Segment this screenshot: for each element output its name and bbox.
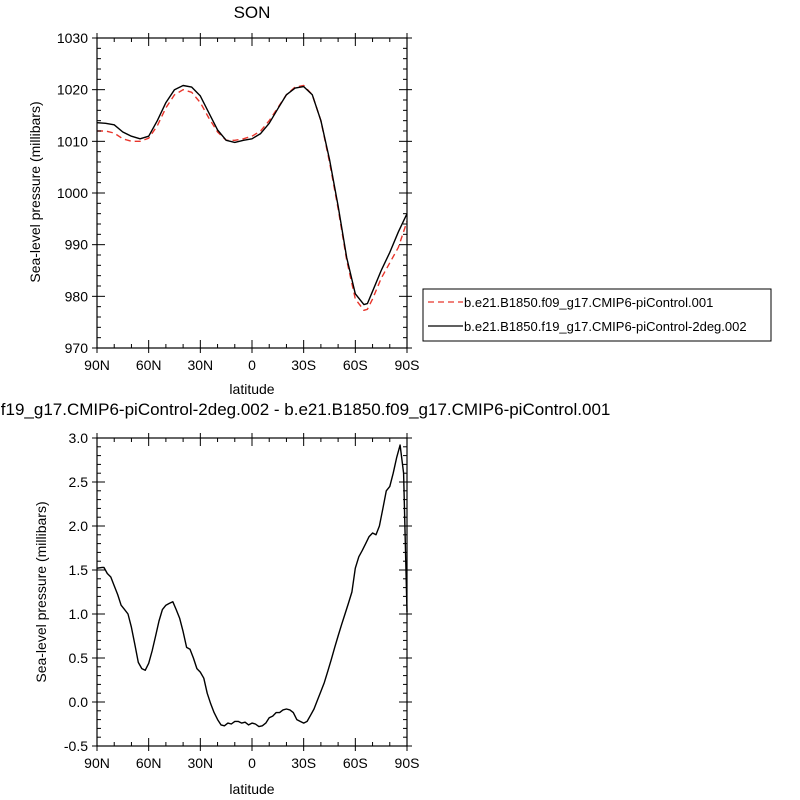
x-tick-label: 60S [343, 755, 368, 771]
y-tick-label: 990 [65, 237, 89, 253]
chart-title: SON [234, 3, 271, 22]
plot-frame [96, 437, 408, 747]
y-tick-label: -0.5 [64, 738, 88, 754]
x-tick-label: 0 [248, 357, 256, 373]
panel-difference: b.e21.B1850.f19_g17.CMIP6-piControl-2deg… [0, 400, 610, 797]
y-tick-label: 2.0 [69, 518, 89, 534]
y-tick-label: 1000 [57, 185, 88, 201]
x-tick-label: 90N [84, 357, 110, 373]
x-tick-label: 60N [136, 357, 162, 373]
x-tick-label: 90S [395, 357, 420, 373]
x-tick-label: 30S [291, 357, 316, 373]
series-line-2 [96, 84, 408, 306]
tick-group: 90N 60N 30N 0 30S 60S 90S -0.5 0.0 0.5 1.0 1.5 2.0 2.… [64, 430, 420, 771]
plot-frame [96, 37, 408, 349]
legend-label-series-2: b.e21.B1850.f19_g17.CMIP6-piControl-2deg… [464, 319, 747, 334]
tick-group: 90N 60N 30N 0 30S 60S 90S 970 980 990 1000 1010 1020… [57, 30, 420, 373]
x-tick-label: 30N [187, 755, 213, 771]
legend-box [422, 288, 772, 342]
series-line-1 [97, 84, 408, 311]
series-group [96, 444, 408, 728]
y-tick-label: 1.0 [69, 606, 89, 622]
x-tick-label: 30N [187, 357, 213, 373]
x-tick-label: 60S [343, 357, 368, 373]
x-tick-label: 60N [136, 755, 162, 771]
x-axis-label: latitude [229, 781, 274, 797]
y-tick-label: 2.5 [69, 474, 89, 490]
panel-son: SON Sea-level pressure (millibars) latit… [27, 3, 419, 397]
x-tick-label: 0 [248, 755, 256, 771]
series-group [96, 84, 408, 311]
y-tick-label: 0.5 [69, 650, 89, 666]
y-axis-label: Sea-level pressure (millibars) [27, 101, 43, 282]
x-axis-label: latitude [229, 381, 274, 397]
y-tick-label: 970 [65, 340, 89, 356]
legend-label-series-1: b.e21.B1850.f09_g17.CMIP6-piControl.001 [464, 295, 713, 310]
series-line-1 [96, 444, 408, 728]
x-tick-label: 30S [291, 755, 316, 771]
y-tick-label: 1.5 [69, 562, 89, 578]
x-tick-label: 90S [395, 755, 420, 771]
chart-title: b.e21.B1850.f19_g17.CMIP6-piControl-2deg… [0, 400, 610, 419]
legend: b.e21.B1850.f09_g17.CMIP6-piControl.001 … [422, 288, 772, 342]
x-tick-label: 90N [84, 755, 110, 771]
y-tick-label: 1020 [57, 82, 88, 98]
y-tick-label: 0.0 [69, 694, 89, 710]
y-tick-label: 1030 [57, 30, 88, 46]
y-tick-label: 980 [65, 288, 89, 304]
y-tick-label: 1010 [57, 133, 88, 149]
y-axis-label: Sea-level pressure (millibars) [33, 501, 49, 682]
y-tick-label: 3.0 [69, 430, 89, 446]
